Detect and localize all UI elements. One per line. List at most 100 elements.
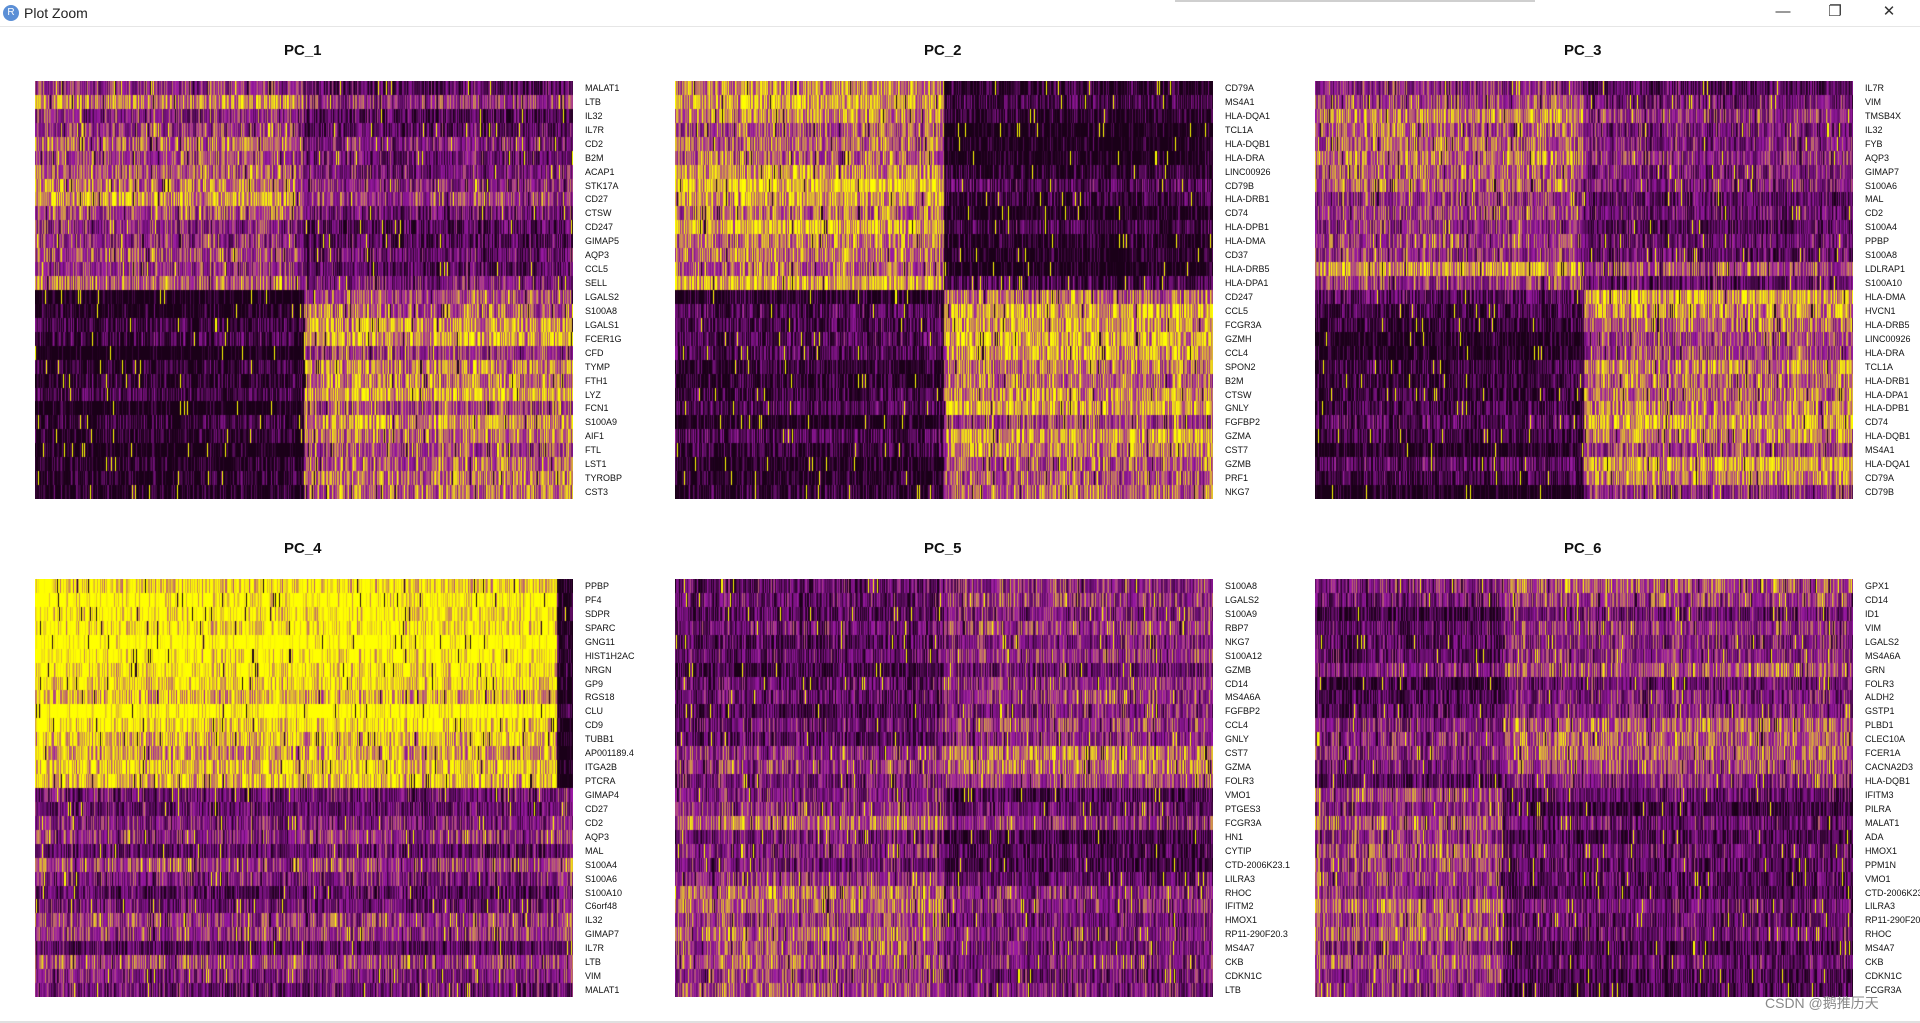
gene-label: HLA-DRA: [1865, 347, 1905, 358]
gene-label: HLA-DPA1: [1865, 389, 1909, 400]
gene-label: FGFBP2: [1225, 417, 1261, 428]
gene-label: HLA-DRB5: [1865, 319, 1910, 330]
gene-label: LINC00926: [1865, 333, 1911, 344]
gene-label: VMO1: [1225, 789, 1251, 800]
gene-label: B2M: [585, 152, 604, 163]
gene-label: ALDH2: [1865, 692, 1895, 703]
gene-label: MAL: [585, 845, 604, 856]
gene-label: FCGR3A: [1225, 817, 1262, 828]
gene-label: GIMAP4: [585, 789, 620, 800]
gene-label: S100A12: [1225, 650, 1263, 661]
gene-label: S100A4: [585, 859, 618, 870]
gene-label: MS4A6A: [1225, 692, 1261, 703]
gene-label: CST3: [585, 487, 609, 498]
gene-label: CD2: [585, 817, 604, 828]
gene-label: HMOX1: [1865, 845, 1898, 856]
gene-label: HLA-DQA1: [1225, 110, 1271, 121]
gene-label: S100A10: [585, 887, 623, 898]
gene-label: CD27: [585, 194, 609, 205]
gene-label: ACAP1: [585, 166, 615, 177]
gene-label: SPON2: [1225, 361, 1256, 372]
gene-label: IL32: [585, 915, 603, 926]
gene-label: FTH1: [585, 375, 608, 386]
gene-label: STK17A: [585, 180, 619, 191]
gene-label: MALAT1: [585, 985, 620, 996]
minimize-button[interactable]: —: [1775, 3, 1791, 20]
gene-label: HLA-DPB1: [1225, 222, 1270, 233]
gene-label: GZMA: [1225, 762, 1251, 773]
gene-label: VIM: [1865, 96, 1882, 107]
heatmap-panel-pc-4: PC_4 PPBP PF4 SDPR SPARC GNG11 HIST1H2AC NRGN GP…: [35, 525, 683, 997]
gene-label: PPBP: [585, 580, 610, 591]
gene-label: ID1: [1865, 608, 1880, 619]
heatmap-panel-pc-3: PC_3 IL7R VIM TMSB4X IL32 FYB AQP3 GIMAP7 S100A6…: [1315, 27, 1920, 499]
gene-label: FCER1G: [585, 333, 622, 344]
gene-label: AQP3: [585, 831, 610, 842]
gene-label: MS4A7: [1225, 943, 1255, 954]
gene-label: ADA: [1865, 831, 1884, 842]
gene-label: CTD-2006K23.1: [1225, 859, 1291, 870]
gene-label: TCL1A: [1225, 124, 1254, 135]
gene-label: PILRA: [1865, 803, 1892, 814]
gene-label: CCL4: [1225, 720, 1249, 731]
gene-label: CD247: [585, 222, 614, 233]
gene-label: TCL1A: [1865, 361, 1894, 372]
gene-label: CD74: [1865, 417, 1889, 428]
gene-label: AIF1: [585, 431, 605, 442]
gene-label: CD14: [1225, 678, 1249, 689]
gene-label: HLA-DPB1: [1865, 403, 1910, 414]
gene-label: RHOC: [1865, 929, 1892, 940]
gene-label: FOLR3: [1865, 678, 1895, 689]
gene-label: RP11-290F20.3: [1865, 915, 1920, 926]
gene-label: GPX1: [1865, 580, 1890, 591]
gene-label: HIST1H2AC: [585, 650, 635, 661]
gene-label: HLA-DRB1: [1865, 375, 1910, 386]
close-button[interactable]: ✕: [1882, 3, 1896, 20]
gene-label: RGS18: [585, 692, 615, 703]
maximize-button[interactable]: ❐: [1828, 3, 1842, 20]
gene-label: IL7R: [585, 124, 605, 135]
gene-label: MAL: [1865, 194, 1884, 205]
gene-label: CD2: [585, 138, 604, 149]
gene-label: TYROBP: [585, 473, 623, 484]
gene-label: PRF1: [1225, 473, 1249, 484]
gene-label: CTD-2006K23.1: [1865, 887, 1920, 898]
gene-label: FCGR3A: [1225, 319, 1262, 330]
gene-label: CD37: [1225, 250, 1249, 261]
gene-label: FCGR3A: [1865, 985, 1902, 996]
heatmap-panel-pc-6: PC_6 GPX1 CD14 ID1 VIM LGALS2 MS4A6A GRN FOLR3 AL…: [1315, 525, 1920, 997]
gene-label: GNLY: [1225, 734, 1249, 745]
plot-canvas: PC_1 MALAT1 LTB IL32 IL7R CD2 B2M ACAP1 STK17A CD…: [0, 27, 1920, 1021]
gene-label: RP11-290F20.3: [1225, 929, 1288, 940]
gene-label: PTGES3: [1225, 803, 1261, 814]
gene-label: TMSB4X: [1865, 110, 1902, 121]
gene-label: GZMB: [1225, 459, 1251, 470]
gene-label: LILRA3: [1865, 901, 1896, 912]
gene-label: RBP7: [1225, 622, 1249, 633]
heatmap-canvas: [675, 81, 1213, 499]
gene-label: CCL5: [585, 264, 609, 275]
gene-label: GNLY: [1225, 403, 1249, 414]
gene-label: LDLRAP1: [1865, 264, 1906, 275]
gene-label: CACNA2D3: [1865, 762, 1914, 773]
gene-label: MALAT1: [585, 82, 620, 93]
gene-label: NKG7: [1225, 487, 1250, 498]
gene-label: HLA-DRA: [1225, 152, 1265, 163]
gene-label: CCL4: [1225, 347, 1249, 358]
gene-label: S100A9: [585, 417, 618, 428]
gene-label: MS4A1: [1865, 445, 1895, 456]
gene-label: S100A10: [1865, 278, 1903, 289]
gene-label: FOLR3: [1225, 776, 1255, 787]
gene-label: S100A8: [1225, 580, 1258, 591]
gene-label: SPARC: [585, 622, 616, 633]
gene-label: VIM: [585, 971, 602, 982]
heatmap-canvas: [35, 81, 573, 499]
gene-label: LILRA3: [1225, 873, 1256, 884]
gene-label: NRGN: [585, 664, 612, 675]
gene-label: CST7: [1225, 748, 1249, 759]
gene-label: VIM: [1865, 622, 1882, 633]
heatmap-canvas: [1315, 579, 1853, 997]
gene-label: LTB: [585, 957, 601, 968]
gene-label: B2M: [1225, 375, 1244, 386]
heatmap-panel-pc-5: PC_5 S100A8 LGALS2 S100A9 RBP7 NKG7 S100A12 GZM…: [675, 525, 1323, 997]
